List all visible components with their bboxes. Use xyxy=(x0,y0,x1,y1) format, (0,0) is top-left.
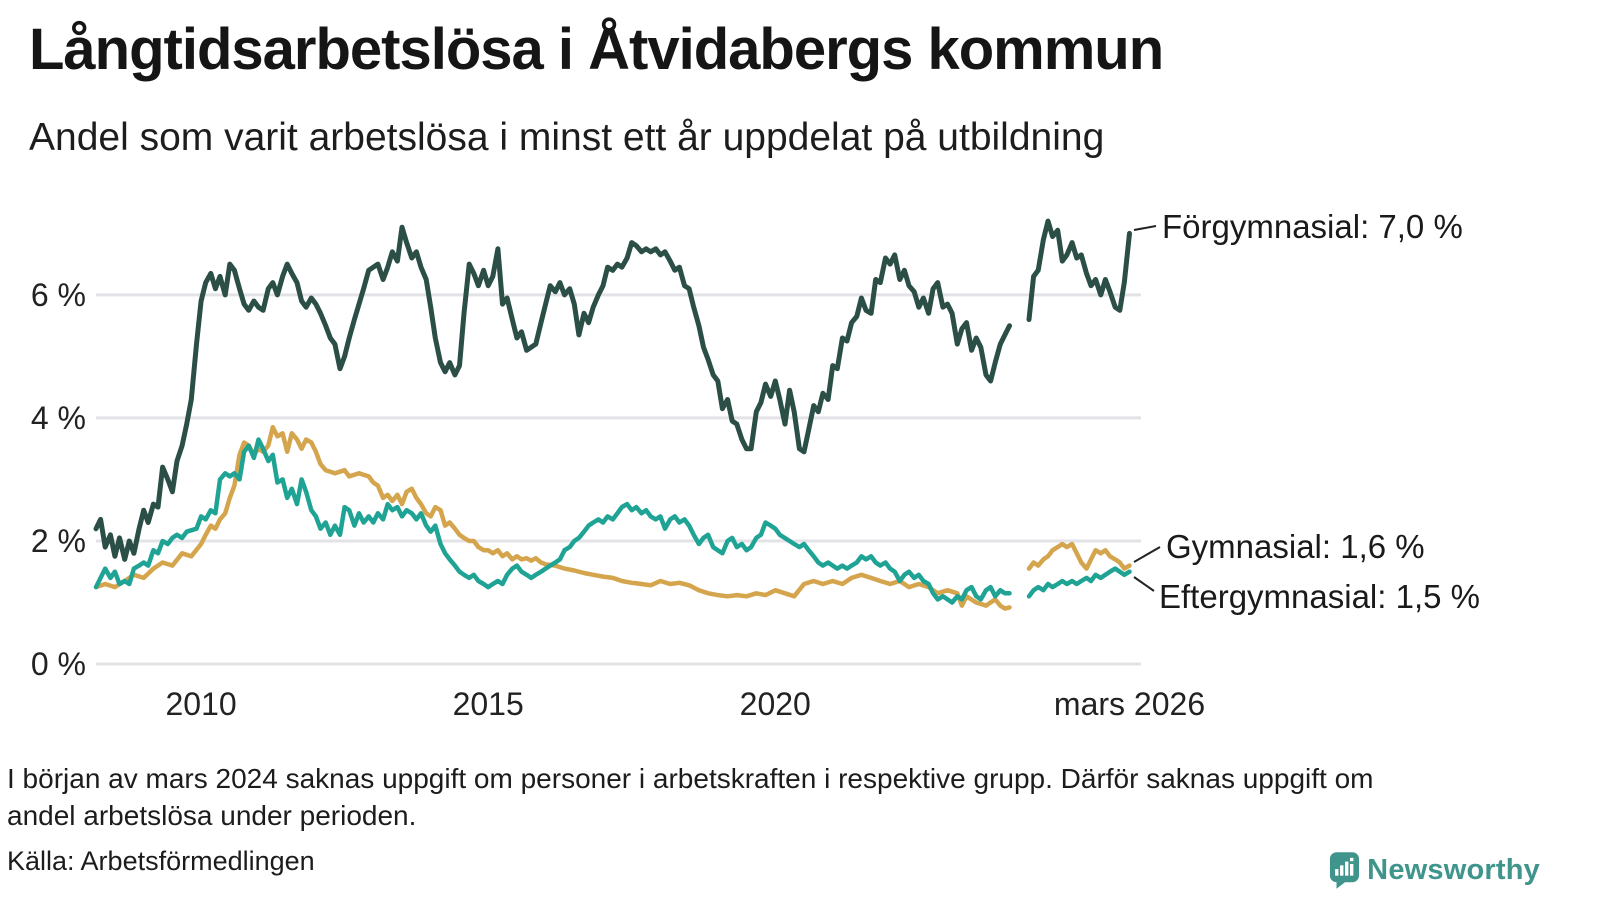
newsworthy-logo: Newsworthy xyxy=(1329,852,1540,889)
page-subtitle: Andel som varit arbetslösa i minst ett å… xyxy=(29,116,1105,159)
x-axis-tick-label: 2015 xyxy=(452,686,524,722)
footnote: I början av mars 2024 saknas uppgift om … xyxy=(7,760,1373,834)
newsworthy-logo-icon xyxy=(1329,852,1360,889)
y-axis-tick-label: 0 % xyxy=(30,646,86,682)
x-axis-tick-label: 2010 xyxy=(165,686,237,722)
source-label: Källa: Arbetsförmedlingen xyxy=(7,846,315,876)
y-axis-tick-label: 2 % xyxy=(30,522,86,559)
x-axis-tick-label: 2020 xyxy=(739,686,811,722)
footnote-line-1: I början av mars 2024 saknas uppgift om … xyxy=(7,763,1374,794)
footnote-line-2: andel arbetslösa under perioden. xyxy=(7,800,417,831)
y-axis-tick-label: 6 % xyxy=(30,276,86,313)
series-end-label-eftergymnasial: Eftergymnasial: 1,5 % xyxy=(1159,578,1480,615)
y-axis-tick-label: 4 % xyxy=(30,399,86,436)
newsworthy-logo-text: Newsworthy xyxy=(1367,854,1540,886)
series-end-label-forgymnasial: Förgymnasial: 7,0 % xyxy=(1162,208,1463,245)
x-axis-tick-label: mars 2026 xyxy=(1053,686,1206,722)
series-end-label-gymnasial: Gymnasial: 1,6 % xyxy=(1166,528,1425,565)
page-title: Långtidsarbetslösa i Åtvidabergs kommun xyxy=(29,17,1164,82)
